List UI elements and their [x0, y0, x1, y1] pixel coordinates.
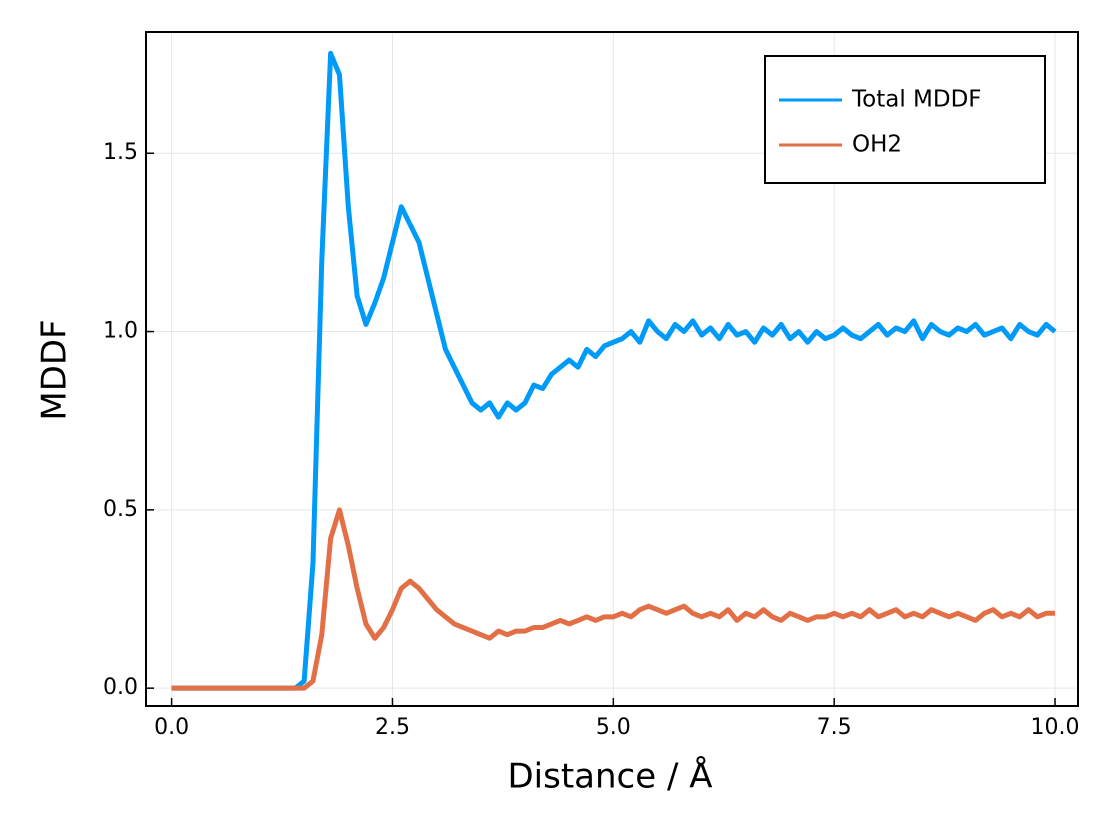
- plot-frame: [145, 31, 1079, 707]
- data-line: [171, 507, 1056, 691]
- x-tick-label: 5.0: [596, 715, 631, 740]
- y-tick-label: 0.0: [103, 675, 138, 700]
- y-axis-label: MDDF: [35, 319, 75, 420]
- legend-box: [764, 55, 1046, 184]
- y-tick-label: 1.0: [103, 319, 138, 344]
- x-axis-label: Distance / Å: [508, 756, 713, 797]
- x-tick-label: 10.0: [1031, 715, 1080, 740]
- x-tick-label: 7.5: [817, 715, 852, 740]
- legend-label: OH2: [852, 132, 902, 158]
- legend-label: Total MDDF: [851, 87, 982, 113]
- x-tick-label: 0.0: [154, 715, 189, 740]
- x-tick-label: 2.5: [375, 715, 410, 740]
- data-line: [171, 50, 1057, 691]
- y-tick-label: 0.5: [103, 497, 138, 522]
- y-tick-label: 1.5: [103, 140, 138, 165]
